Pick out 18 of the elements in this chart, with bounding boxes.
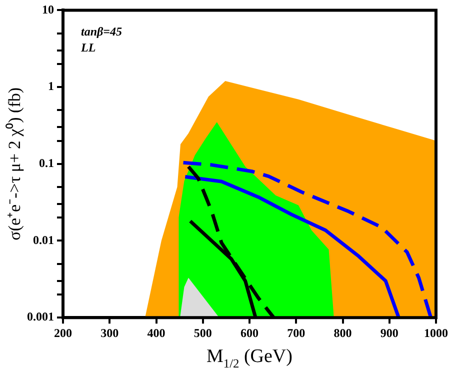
x-tick-label: 700 — [287, 326, 306, 340]
x-tick-label: 800 — [334, 326, 352, 340]
annotation: tanβ=45 — [81, 24, 122, 38]
y-tick-label: 0.001 — [27, 310, 54, 324]
x-tick-label: 600 — [240, 326, 258, 340]
annotation: LL — [80, 40, 96, 54]
x-tick-label: 900 — [380, 326, 398, 340]
x-tick-label: 400 — [147, 326, 166, 340]
y-tick-label: 1 — [48, 79, 54, 94]
y-axis-title: σ(e⁺e⁻->τ μ+ 2 χ⁰) (fb) — [5, 87, 24, 240]
y-tick-label: 10 — [42, 2, 54, 16]
y-tick-label: 0.01 — [33, 232, 54, 247]
x-tick-label: 1000 — [424, 326, 448, 340]
x-tick-label: 200 — [54, 326, 72, 340]
line-series — [182, 160, 433, 318]
x-tick-label: 500 — [194, 326, 212, 340]
y-tick-label: 0.1 — [39, 156, 54, 170]
x-tick-label: 300 — [100, 326, 119, 340]
